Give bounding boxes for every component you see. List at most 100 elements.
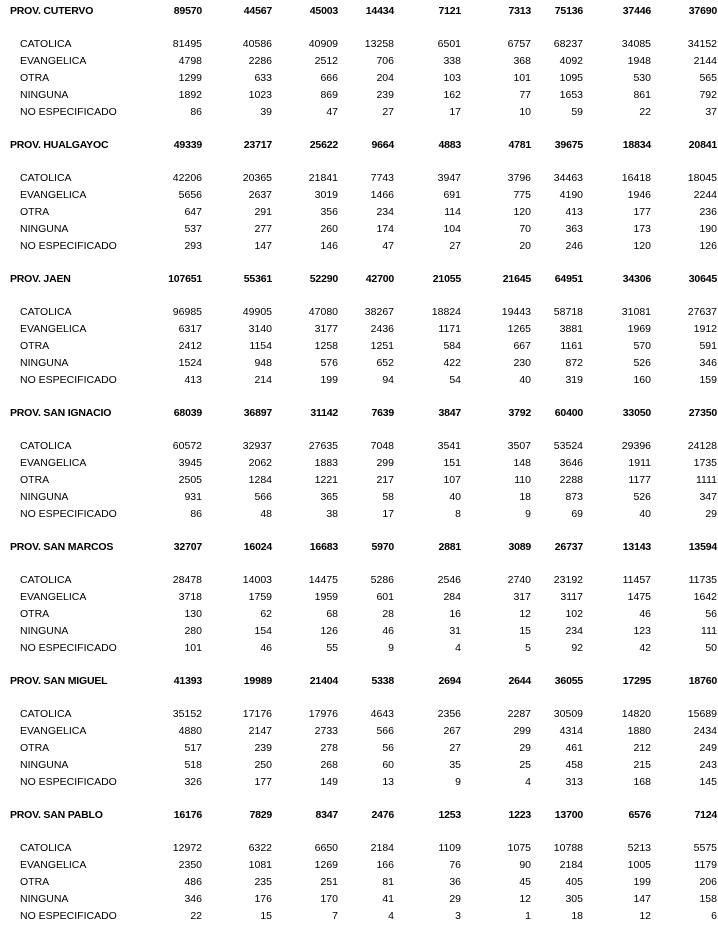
value-cell: 5: [525, 642, 531, 654]
value-cell: 291: [254, 206, 272, 218]
value-cell: 60: [382, 759, 394, 771]
value-cell: 15689: [687, 708, 717, 720]
value-cell: 19443: [501, 306, 531, 318]
value-cell: 53524: [553, 440, 583, 452]
religion-row: NO ESPECIFICADO 293 147 146 47 27 20 246 120 126: [0, 238, 718, 255]
value-cell: 338: [443, 55, 461, 67]
value-cell: 317: [513, 591, 531, 603]
value-cell: 16176: [173, 809, 202, 821]
religion-label: NO ESPECIFICADO: [20, 776, 117, 788]
religion-row: NO ESPECIFICADO 86 39 47 27 17 10 59 22 37: [0, 104, 718, 121]
value-cell: 413: [565, 206, 583, 218]
value-cell: 652: [376, 357, 394, 369]
value-cell: 7313: [508, 5, 531, 17]
value-cell: 234: [376, 206, 394, 218]
value-cell: 1265: [507, 323, 531, 335]
value-cell: 29: [449, 893, 461, 905]
value-cell: 214: [254, 374, 272, 386]
value-cell: 1221: [314, 474, 338, 486]
religion-row: NINGUNA 518 250 268 60 35 25 458 215 243: [0, 757, 718, 774]
value-cell: 260: [320, 223, 338, 235]
value-cell: 18: [519, 491, 531, 503]
value-cell: 148: [513, 457, 531, 469]
value-cell: 293: [184, 240, 202, 252]
value-cell: 1524: [178, 357, 202, 369]
value-cell: 30645: [688, 273, 717, 285]
value-cell: 278: [320, 742, 338, 754]
value-cell: 126: [699, 240, 717, 252]
value-cell: 1892: [178, 89, 202, 101]
value-cell: 319: [565, 374, 583, 386]
value-cell: 120: [513, 206, 531, 218]
value-cell: 29: [705, 508, 717, 520]
value-cell: 21645: [502, 273, 531, 285]
value-cell: 60572: [172, 440, 202, 452]
value-cell: 120: [633, 240, 651, 252]
value-cell: 177: [254, 776, 272, 788]
value-cell: 38267: [364, 306, 394, 318]
value-cell: 1005: [627, 859, 651, 871]
value-cell: 18824: [431, 306, 461, 318]
value-cell: 62: [260, 608, 272, 620]
province-total-row: PROV. SAN MARCOS 32707 16024 16683 5970 2881 3…: [0, 539, 718, 556]
value-cell: 2147: [248, 725, 272, 737]
value-cell: 2644: [508, 675, 531, 687]
value-cell: 34152: [687, 38, 717, 50]
value-cell: 47: [382, 240, 394, 252]
value-cell: 32937: [242, 440, 272, 452]
value-cell: 56: [705, 608, 717, 620]
religion-row: EVANGELICA 2350 1081 1269 166 76 90 2184 1005 117…: [0, 857, 718, 874]
value-cell: 101: [184, 642, 202, 654]
value-cell: 3947: [437, 172, 461, 184]
value-cell: 3117: [560, 591, 583, 603]
value-cell: 2286: [248, 55, 272, 67]
value-cell: 1969: [627, 323, 651, 335]
value-cell: 363: [565, 223, 583, 235]
value-cell: 4190: [559, 189, 583, 201]
value-cell: 14434: [365, 5, 394, 17]
value-cell: 1154: [249, 340, 272, 352]
value-cell: 1: [525, 910, 531, 922]
value-cell: 7048: [370, 440, 394, 452]
province-total-row: PROV. CUTERVO 89570 44567 45003 14434 7121 731…: [0, 3, 718, 20]
value-cell: 518: [184, 759, 202, 771]
value-cell: 422: [443, 357, 461, 369]
religion-label: OTRA: [20, 340, 50, 352]
value-cell: 277: [254, 223, 272, 235]
value-cell: 90: [519, 859, 531, 871]
value-cell: 48: [260, 508, 272, 520]
value-cell: 872: [565, 357, 583, 369]
value-cell: 1299: [178, 72, 202, 84]
value-cell: 1023: [248, 89, 272, 101]
value-cell: 199: [320, 374, 338, 386]
religion-row: CATOLICA 28478 14003 14475 5286 2546 2740 23192…: [0, 572, 718, 589]
value-cell: 27350: [688, 407, 717, 419]
value-cell: 4314: [559, 725, 583, 737]
value-cell: 102: [565, 608, 583, 620]
value-cell: 27: [382, 106, 394, 118]
value-cell: 1912: [693, 323, 717, 335]
value-cell: 17: [449, 106, 461, 118]
value-cell: 3177: [314, 323, 338, 335]
value-cell: 60400: [554, 407, 583, 419]
value-cell: 25: [519, 759, 531, 771]
value-cell: 1179: [694, 859, 717, 871]
religion-row: EVANGELICA 6317 3140 3177 2436 1171 1265 3881 19…: [0, 321, 718, 338]
value-cell: 20841: [688, 139, 717, 151]
value-cell: 13258: [364, 38, 394, 50]
value-cell: 7: [332, 910, 338, 922]
value-cell: 239: [254, 742, 272, 754]
value-cell: 4: [388, 910, 394, 922]
religion-label: EVANGELICA: [20, 859, 87, 871]
value-cell: 13700: [554, 809, 583, 821]
value-cell: 8: [455, 508, 461, 520]
value-cell: 2476: [371, 809, 394, 821]
religion-label: EVANGELICA: [20, 457, 87, 469]
value-cell: 206: [699, 876, 717, 888]
value-cell: 29: [519, 742, 531, 754]
value-cell: 204: [376, 72, 394, 84]
value-cell: 9: [525, 508, 531, 520]
value-cell: 537: [184, 223, 202, 235]
value-cell: 21055: [432, 273, 461, 285]
value-cell: 45003: [309, 5, 338, 17]
